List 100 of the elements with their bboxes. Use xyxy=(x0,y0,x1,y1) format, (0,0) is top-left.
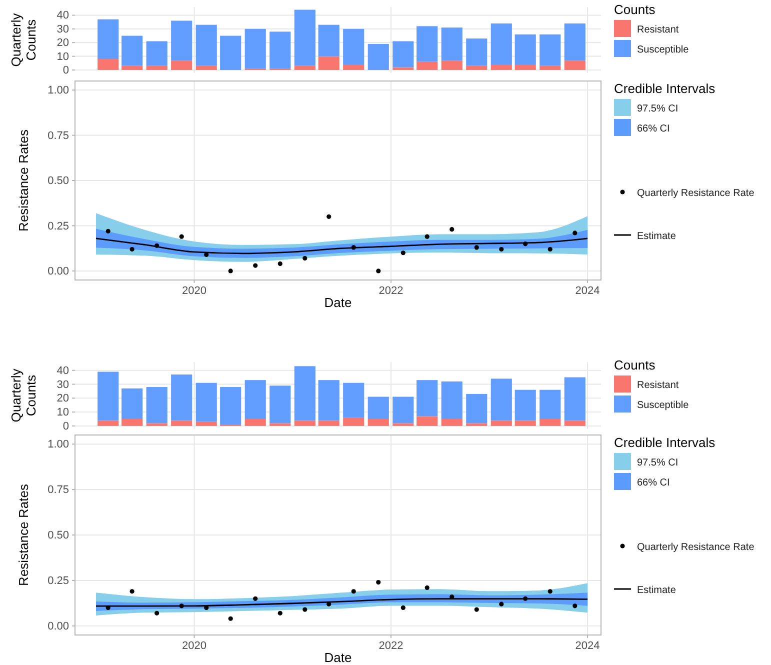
bar xyxy=(171,60,192,70)
y-tick-label: 20 xyxy=(56,37,69,50)
bar xyxy=(98,372,119,420)
bar xyxy=(514,420,536,426)
bar xyxy=(318,24,340,56)
bar xyxy=(441,60,462,70)
y-tick-label: 1.00 xyxy=(48,84,69,97)
point xyxy=(228,268,233,274)
point xyxy=(424,585,430,590)
legend-label: Susceptible xyxy=(637,44,690,56)
point xyxy=(572,230,578,236)
bar xyxy=(146,66,168,70)
point xyxy=(326,214,332,219)
bar xyxy=(122,36,143,66)
point xyxy=(548,589,552,594)
point xyxy=(154,610,160,616)
y-tick-label: 0.00 xyxy=(48,620,69,632)
point xyxy=(450,227,454,232)
point xyxy=(130,246,134,252)
bar xyxy=(466,38,488,66)
bar xyxy=(368,418,389,426)
bar xyxy=(270,32,291,69)
y-tick-label: 10 xyxy=(56,50,69,63)
point xyxy=(572,604,578,608)
line-series xyxy=(95,598,588,607)
y-tick-label: 30 xyxy=(56,378,69,391)
bar xyxy=(244,380,266,419)
y-tick-label: 0 xyxy=(62,420,69,432)
point xyxy=(376,268,381,274)
bar xyxy=(294,66,316,70)
point xyxy=(228,616,233,621)
point xyxy=(130,589,134,594)
point xyxy=(351,589,356,594)
legend-label: Resistant xyxy=(637,24,679,36)
bar xyxy=(196,422,217,426)
y-tick-label: 0.25 xyxy=(48,574,69,587)
bar xyxy=(416,26,438,62)
bar xyxy=(98,19,119,60)
y-tick-label: 30 xyxy=(56,23,69,36)
point xyxy=(499,246,504,252)
point xyxy=(474,245,479,250)
bar xyxy=(564,60,586,70)
bar xyxy=(540,418,561,426)
point xyxy=(253,263,258,268)
bar xyxy=(540,34,561,66)
bar xyxy=(270,386,291,424)
bar xyxy=(146,387,168,424)
bar xyxy=(441,28,462,60)
bar xyxy=(540,66,561,70)
y-tick-label: 40 xyxy=(56,10,69,22)
legend-label: 66% CI xyxy=(637,478,670,488)
bar xyxy=(146,423,168,426)
bar xyxy=(466,423,488,426)
bar xyxy=(466,394,488,424)
bar xyxy=(392,41,414,68)
x-axis-title: Date xyxy=(324,295,352,310)
bar xyxy=(416,62,438,70)
bar xyxy=(392,396,414,424)
bar xyxy=(466,66,488,70)
bar xyxy=(294,420,316,426)
point xyxy=(302,256,308,261)
bar xyxy=(196,382,217,422)
bar xyxy=(318,420,340,426)
y-tick-label: 10 xyxy=(56,406,69,419)
y-tick-label: 40 xyxy=(56,364,69,377)
bar xyxy=(564,23,586,60)
point xyxy=(302,607,308,612)
point xyxy=(474,607,479,612)
bar xyxy=(416,380,438,416)
bar xyxy=(343,418,364,426)
y-axis-title: Resistance Rates xyxy=(16,484,31,586)
bar xyxy=(294,366,316,420)
legend-label: Estimate xyxy=(637,585,676,596)
y-tick-label: 0 xyxy=(62,64,69,77)
bar xyxy=(540,390,561,419)
point xyxy=(499,602,504,606)
bar xyxy=(220,387,242,425)
y-axis-title: Quarterly Counts xyxy=(8,368,38,422)
legend-label: Susceptible xyxy=(637,400,690,411)
bar xyxy=(564,377,586,420)
legend-label: Quarterly Resistance Rate xyxy=(637,188,755,199)
bar xyxy=(318,380,340,420)
bar xyxy=(343,64,364,70)
bar xyxy=(270,423,291,426)
legend-title: Counts xyxy=(614,358,656,372)
y-tick-label: 1.00 xyxy=(48,438,69,451)
point xyxy=(376,580,381,585)
x-axis-title: Date xyxy=(324,650,352,665)
point xyxy=(106,228,110,234)
point xyxy=(400,250,406,256)
bar xyxy=(220,36,242,70)
point xyxy=(179,234,184,239)
bar xyxy=(368,396,389,419)
y-tick-label: 0.50 xyxy=(48,530,69,542)
y-tick-label: 0.75 xyxy=(48,484,69,496)
x-tick-label: 2022 xyxy=(378,284,404,297)
bar xyxy=(490,378,512,420)
bar xyxy=(171,374,192,420)
legend-label: 97.5% CI xyxy=(637,104,678,114)
bar xyxy=(171,20,192,60)
